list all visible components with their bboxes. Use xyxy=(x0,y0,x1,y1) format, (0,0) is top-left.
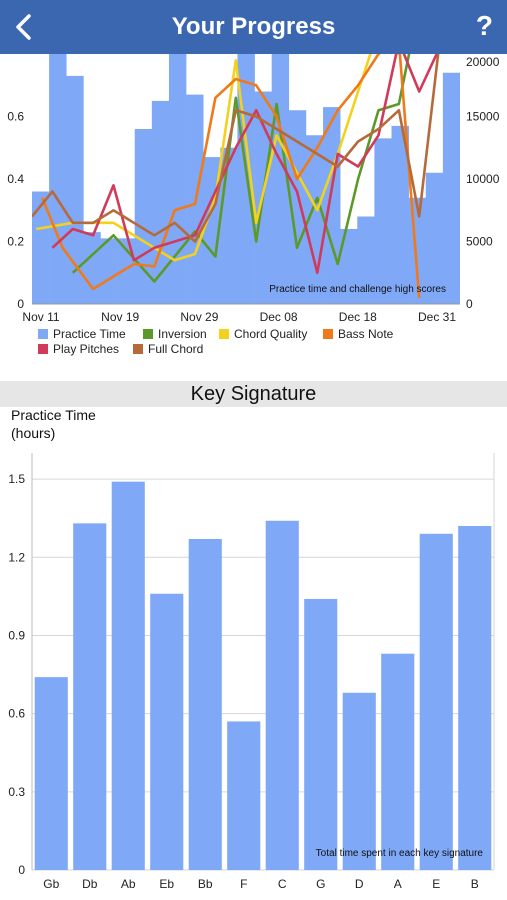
practice-time-bar xyxy=(374,138,392,304)
y-tick-label: 0.9 xyxy=(8,628,25,642)
legend-label: Play Pitches xyxy=(53,342,119,356)
section-title-key-signature: Key Signature xyxy=(0,381,507,407)
y-left-tick-label: 0.2 xyxy=(7,235,24,249)
key-signature-chart-svg: Practice Time (hours) 0 0.3 0.6 0.9 1.2 1.5 Gb Db… xyxy=(8,407,495,891)
key-signature-bar xyxy=(188,539,222,870)
y-tick-label: 0 xyxy=(18,863,25,877)
y-right-tick-label: 10000 xyxy=(466,172,500,186)
legend-swatch xyxy=(38,329,48,339)
help-button[interactable]: ? xyxy=(475,10,493,41)
x-tick-label: F xyxy=(240,877,247,891)
y-left-tick-label: 0 xyxy=(17,297,24,311)
key-signature-bar xyxy=(458,525,492,870)
series-line-chord-quality xyxy=(35,54,401,262)
x-tick-label: Nov 29 xyxy=(180,310,218,324)
x-tick-label: Db xyxy=(82,877,98,891)
y-left-tick-label: 0.4 xyxy=(7,172,24,186)
key-signature-bar xyxy=(73,523,107,870)
key-signature-bar xyxy=(34,677,68,870)
x-tick-label: Bb xyxy=(198,877,213,891)
legend-label: Inversion xyxy=(158,327,207,341)
y-left-tick-label: 0.6 xyxy=(7,110,24,124)
chart-annotation: Total time spent in each key signature xyxy=(316,848,484,859)
x-tick-label: Gb xyxy=(43,877,59,891)
x-tick-label: Dec 18 xyxy=(339,310,377,324)
practice-time-bar xyxy=(323,107,341,304)
key-signature-bar xyxy=(342,692,376,870)
x-tick-label: Nov 19 xyxy=(101,310,139,324)
x-tick-label: C xyxy=(278,877,287,891)
practice-time-bar xyxy=(134,129,153,304)
legend-label: Practice Time xyxy=(53,327,126,341)
chart-annotation: Practice time and challenge high scores xyxy=(269,284,446,295)
practice-time-bar xyxy=(442,72,460,304)
practice-time-bar xyxy=(100,238,118,304)
y-tick-label: 0.6 xyxy=(8,707,25,721)
practice-time-bar xyxy=(66,75,84,304)
key-signature-bar xyxy=(419,533,453,870)
legend-swatch xyxy=(219,329,229,339)
x-tick-label: Eb xyxy=(159,877,174,891)
progress-chart: 0 0.2 0.4 0.6 0 5000 10000 15000 20000 Nov 11 Nov … xyxy=(0,54,507,380)
back-button[interactable] xyxy=(12,12,36,42)
y-axis-label: (hours) xyxy=(11,425,55,441)
key-signature-bar xyxy=(111,481,145,870)
x-tick-label: Nov 11 xyxy=(22,310,59,324)
x-tick-label: Dec 08 xyxy=(260,310,298,324)
practice-time-bar xyxy=(391,125,409,304)
legend-swatch xyxy=(143,329,153,339)
legend-label: Full Chord xyxy=(148,342,203,356)
series-line-inversion xyxy=(71,54,411,283)
legend-swatch xyxy=(133,344,143,354)
y-right-tick-label: 15000 xyxy=(466,110,500,124)
y-tick-label: 0.3 xyxy=(8,785,25,799)
practice-time-bar xyxy=(288,110,307,304)
practice-time-bar xyxy=(357,216,375,304)
x-tick-label: B xyxy=(471,877,479,891)
x-tick-label: Ab xyxy=(121,877,136,891)
y-tick-label: 1.2 xyxy=(8,550,25,564)
practice-time-bar xyxy=(49,54,67,304)
key-signature-bar xyxy=(265,520,299,870)
legend-label: Chord Quality xyxy=(234,327,307,341)
key-signature-bar xyxy=(150,593,184,870)
practice-time-bar xyxy=(168,54,187,304)
progress-chart-svg: 0 0.2 0.4 0.6 0 5000 10000 15000 20000 Nov 11 Nov … xyxy=(7,54,500,356)
header-bar: Your Progress ? xyxy=(0,0,507,54)
chevron-left-icon xyxy=(16,14,31,40)
x-tick-label: D xyxy=(355,877,364,891)
y-right-tick-label: 20000 xyxy=(466,55,500,69)
x-tick-label: A xyxy=(394,877,402,891)
series-line-full-chord xyxy=(32,54,440,243)
y-axis-label: Practice Time xyxy=(11,407,96,423)
page-title: Your Progress xyxy=(171,13,336,40)
series-line-bass-note xyxy=(40,54,421,298)
x-tick-label: G xyxy=(316,877,325,891)
key-signature-chart: Practice Time (hours) 0 0.3 0.6 0.9 1.2 1.5 Gb Db… xyxy=(0,407,507,900)
x-tick-label: Dec 31 xyxy=(418,310,456,324)
practice-time-bar xyxy=(425,172,444,304)
practice-time-bar xyxy=(32,191,50,304)
y-right-tick-label: 0 xyxy=(466,297,473,311)
series-line-play-pitches xyxy=(51,54,439,275)
key-signature-bar xyxy=(381,653,415,870)
x-tick-label: E xyxy=(432,877,440,891)
key-signature-bar xyxy=(227,721,261,870)
y-tick-label: 1.5 xyxy=(8,472,25,486)
legend-swatch xyxy=(323,329,333,339)
legend-swatch xyxy=(38,344,48,354)
legend-label: Bass Note xyxy=(338,327,394,341)
practice-time-bar xyxy=(83,232,101,304)
practice-time-bar xyxy=(340,229,358,304)
key-signature-bar xyxy=(304,598,338,870)
y-right-tick-label: 5000 xyxy=(466,235,493,249)
